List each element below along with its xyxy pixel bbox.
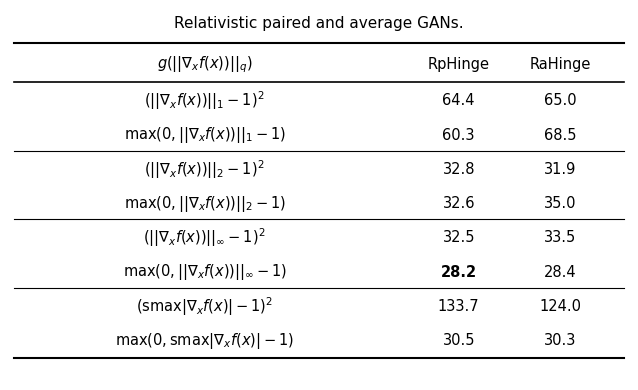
Text: $(||\nabla_x f(x))||_1 - 1)^2$: $(||\nabla_x f(x))||_1 - 1)^2$ <box>144 90 265 112</box>
Text: 30.3: 30.3 <box>544 333 577 348</box>
Text: 133.7: 133.7 <box>438 299 480 314</box>
Text: 31.9: 31.9 <box>544 162 577 177</box>
Text: $(||\nabla_x f(x))||_2 - 1)^2$: $(||\nabla_x f(x))||_2 - 1)^2$ <box>144 158 265 181</box>
Text: 68.5: 68.5 <box>544 128 577 143</box>
Text: $\max(0, \mathrm{smax}|\nabla_x f(x)| - 1)$: $\max(0, \mathrm{smax}|\nabla_x f(x)| - … <box>115 331 294 351</box>
Text: Relativistic paired and average GANs.: Relativistic paired and average GANs. <box>174 16 464 30</box>
Text: 35.0: 35.0 <box>544 196 577 211</box>
Text: 65.0: 65.0 <box>544 94 577 108</box>
Text: 32.6: 32.6 <box>443 196 475 211</box>
Text: 60.3: 60.3 <box>443 128 475 143</box>
Text: $\max(0, ||\nabla_x f(x))||_2 - 1)$: $\max(0, ||\nabla_x f(x))||_2 - 1)$ <box>124 194 286 214</box>
Text: $\max(0, ||\nabla_x f(x))||_\infty - 1)$: $\max(0, ||\nabla_x f(x))||_\infty - 1)$ <box>122 262 286 282</box>
Text: 28.2: 28.2 <box>441 265 477 280</box>
Text: RpHinge: RpHinge <box>427 57 490 73</box>
Text: 28.4: 28.4 <box>544 265 577 280</box>
Text: $(\mathrm{smax}|\nabla_x f(x)| - 1)^2$: $(\mathrm{smax}|\nabla_x f(x)| - 1)^2$ <box>136 295 273 318</box>
Text: RaHinge: RaHinge <box>530 57 591 73</box>
Text: 32.5: 32.5 <box>443 230 475 245</box>
Text: 30.5: 30.5 <box>443 333 475 348</box>
Text: $(||\nabla_x f(x))||_\infty - 1)^2$: $(||\nabla_x f(x))||_\infty - 1)^2$ <box>144 227 266 249</box>
Text: 33.5: 33.5 <box>544 230 577 245</box>
Text: $\max(0, ||\nabla_x f(x))||_1 - 1)$: $\max(0, ||\nabla_x f(x))||_1 - 1)$ <box>124 125 286 145</box>
Text: 64.4: 64.4 <box>443 94 475 108</box>
Text: 32.8: 32.8 <box>443 162 475 177</box>
Text: $g(||\nabla_x f(x))||_q)$: $g(||\nabla_x f(x))||_q)$ <box>157 55 253 75</box>
Text: 124.0: 124.0 <box>539 299 581 314</box>
